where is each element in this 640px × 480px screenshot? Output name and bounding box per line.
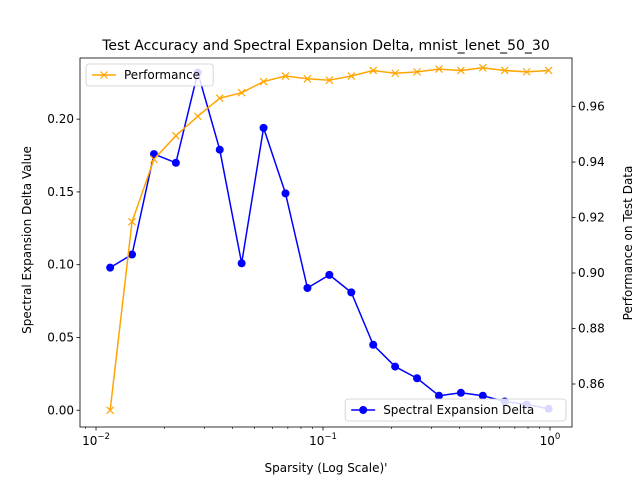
legend-box bbox=[344, 398, 567, 422]
x-axis-label: Sparsity (Log Scale)' bbox=[265, 461, 388, 475]
spectral-expansion-delta-point bbox=[281, 189, 290, 198]
legend-swatch-marker bbox=[100, 71, 108, 79]
plot-frame bbox=[79, 57, 573, 428]
y-left-tick-label: 0.05 bbox=[47, 330, 74, 344]
performance-marker bbox=[150, 155, 158, 164]
legends: Spectral Expansion Delta Performance bbox=[85, 63, 567, 422]
spectral-expansion-delta-point bbox=[369, 340, 378, 349]
spectral-expansion-delta-line bbox=[109, 71, 549, 410]
performance-point bbox=[522, 67, 531, 76]
performance-marker bbox=[215, 94, 224, 103]
plot-area bbox=[106, 63, 553, 415]
chart-title: Test Accuracy and Spectral Expansion Del… bbox=[101, 38, 550, 54]
performance-point bbox=[281, 72, 290, 80]
performance-point bbox=[347, 72, 356, 80]
spectral-expansion-delta-point bbox=[237, 259, 246, 268]
y-right-tick-label: 0.90 bbox=[578, 266, 605, 280]
spectral-expansion-delta-point bbox=[106, 263, 115, 272]
performance-point bbox=[413, 67, 421, 76]
performance-point bbox=[325, 76, 334, 85]
y-right-tick-label: 0.92 bbox=[578, 211, 605, 225]
y-right-tick-label: 0.88 bbox=[578, 322, 605, 336]
performance-point bbox=[369, 66, 378, 75]
spectral-expansion-delta-point bbox=[128, 250, 137, 259]
performance-point bbox=[128, 217, 136, 226]
y-left-tick-label: 0.15 bbox=[47, 185, 74, 199]
performance-marker bbox=[347, 72, 356, 80]
y-right-tick-label: 0.96 bbox=[578, 100, 605, 114]
spectral-expansion-delta-point bbox=[325, 270, 334, 279]
performance-point bbox=[106, 406, 115, 415]
spectral-expansion-delta-point bbox=[347, 288, 356, 297]
legend-label: Spectral Expansion Delta bbox=[383, 403, 534, 417]
y-left-tick-label: 0.10 bbox=[47, 258, 74, 272]
y-axis-label-left: Spectral Expansion Delta Value bbox=[20, 146, 34, 334]
spectral-expansion-delta-point bbox=[391, 362, 400, 371]
legend-swatch-marker bbox=[359, 406, 368, 414]
legend-box bbox=[85, 63, 214, 87]
performance-marker bbox=[544, 66, 553, 75]
performance-point bbox=[171, 131, 180, 140]
performance-marker bbox=[413, 67, 421, 76]
performance-point bbox=[259, 77, 268, 86]
performance-point bbox=[456, 66, 465, 75]
spectral-expansion-delta-point bbox=[259, 123, 268, 132]
performance-point bbox=[215, 94, 224, 103]
spectral-expansion-delta-point bbox=[413, 374, 422, 383]
legend-performance: Performance bbox=[85, 63, 214, 87]
y-right-tick-label: 0.86 bbox=[578, 377, 605, 391]
performance-marker bbox=[303, 74, 312, 83]
performance-marker bbox=[500, 66, 509, 75]
performance-marker bbox=[106, 406, 115, 415]
performance-point bbox=[435, 65, 443, 74]
performance-point bbox=[150, 155, 158, 164]
performance-point bbox=[193, 112, 202, 121]
performance-marker bbox=[369, 66, 378, 75]
y-left-tick-label: 0.00 bbox=[47, 403, 74, 417]
performance-marker bbox=[281, 72, 290, 80]
performance-point bbox=[500, 66, 509, 75]
spectral-expansion-delta-point bbox=[303, 283, 312, 292]
spectral-expansion-delta-point bbox=[478, 391, 487, 400]
axes: 10−2 10−1 100 0.00 0.05 0.10 0.15 0.20 0.86 0.88 0… bbox=[47, 57, 605, 448]
performance-marker bbox=[456, 66, 465, 75]
y-axis-label-right: Performance on Test Data bbox=[621, 166, 635, 321]
performance-marker bbox=[128, 217, 136, 226]
performance-marker bbox=[478, 63, 487, 72]
performance-marker bbox=[435, 65, 443, 74]
y-right-tick-label: 0.94 bbox=[578, 155, 605, 169]
performance-point bbox=[544, 66, 553, 75]
performance-marker bbox=[259, 77, 268, 86]
spectral-expansion-delta-point bbox=[215, 145, 224, 154]
performance-point bbox=[237, 88, 246, 97]
legend-spectral-expansion-delta: Spectral Expansion Delta bbox=[344, 398, 567, 422]
spectral-expansion-delta-point bbox=[456, 388, 465, 397]
performance-marker bbox=[193, 112, 202, 121]
performance-point bbox=[478, 63, 487, 72]
performance-line bbox=[109, 66, 549, 411]
spectral-expansion-delta-point bbox=[171, 158, 180, 167]
performance-marker bbox=[237, 88, 246, 97]
spectral-expansion-delta-point bbox=[434, 391, 443, 400]
x-tick-label: 10−1 bbox=[309, 432, 337, 448]
performance-marker bbox=[325, 76, 334, 85]
performance-marker bbox=[391, 69, 400, 78]
performance-marker bbox=[522, 67, 531, 76]
performance-point bbox=[303, 74, 312, 83]
x-tick-label: 100 bbox=[540, 432, 561, 448]
performance-marker bbox=[171, 131, 180, 140]
performance-point bbox=[391, 69, 400, 78]
y-left-tick-label: 0.20 bbox=[47, 112, 74, 126]
legend-label: Performance bbox=[124, 68, 200, 82]
x-tick-label: 10−2 bbox=[82, 432, 110, 448]
